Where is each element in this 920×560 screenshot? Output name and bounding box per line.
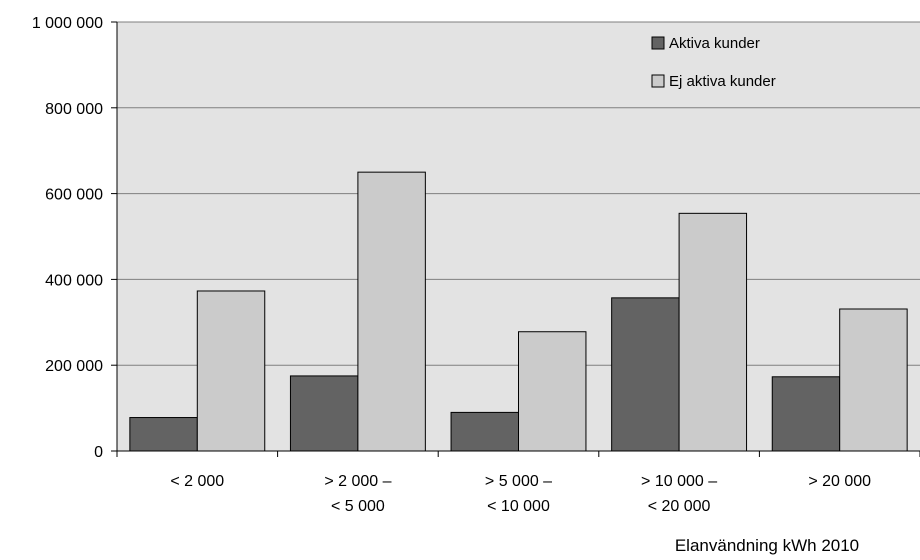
x-axis-label: Elanvändning kWh 2010 (675, 536, 859, 555)
x-tick-label-line: < 2 000 (170, 473, 224, 490)
y-tick-label: 1 000 000 (32, 15, 103, 32)
x-tick-label-line: > 20 000 (808, 473, 871, 490)
bar-ej-aktiva (196, 290, 266, 452)
bar-aktiva (771, 376, 841, 452)
x-tick-label: > 10 000 – < 20 000 (641, 473, 717, 515)
bar-aktiva (450, 411, 520, 452)
legend-label: Aktiva kunder (669, 35, 760, 52)
x-tick-label: > 5 000 – < 10 000 (485, 473, 552, 515)
bar-aktiva (611, 297, 680, 452)
y-tick-labels: 0 200 000 400 000 600 000 800 000 1 000 000 (32, 15, 103, 461)
x-tick-label-line: > 2 000 – (324, 473, 391, 490)
bar-aktiva (129, 417, 198, 452)
y-tick-label: 0 (94, 444, 103, 461)
x-tick-label: < 2 000 (170, 473, 224, 490)
bar-ej-aktiva (357, 171, 426, 452)
bar-ej-aktiva (518, 331, 587, 452)
legend-swatch (651, 36, 665, 50)
bar-ej-aktiva (678, 212, 748, 452)
x-tick-label-line: > 10 000 – (641, 473, 717, 490)
axes (116, 22, 920, 452)
y-tick-label: 200 000 (45, 358, 103, 375)
x-tick-label-line: > 5 000 – (485, 473, 552, 490)
y-tick-label: 800 000 (45, 101, 103, 118)
legend: Aktiva kunder Ej aktiva kunder (651, 35, 776, 90)
legend-label: Ej aktiva kunder (669, 73, 776, 90)
x-tick-labels: < 2 000 > 2 000 – < 5 000 > 5 000 – < 10 000… (170, 473, 871, 515)
y-tick-label: 400 000 (45, 272, 103, 289)
x-tick-label-line: < 5 000 (331, 498, 385, 515)
y-tick-label: 600 000 (45, 187, 103, 204)
bar-ej-aktiva (839, 308, 908, 452)
x-tick-label-line: < 10 000 (487, 498, 550, 515)
x-tick-label-line: < 20 000 (648, 498, 711, 515)
x-tick-label: > 20 000 (808, 473, 871, 490)
x-tick-label: > 2 000 – < 5 000 (324, 473, 391, 515)
legend-swatch (651, 74, 665, 88)
bars (116, 171, 920, 457)
bar-aktiva (289, 375, 359, 452)
